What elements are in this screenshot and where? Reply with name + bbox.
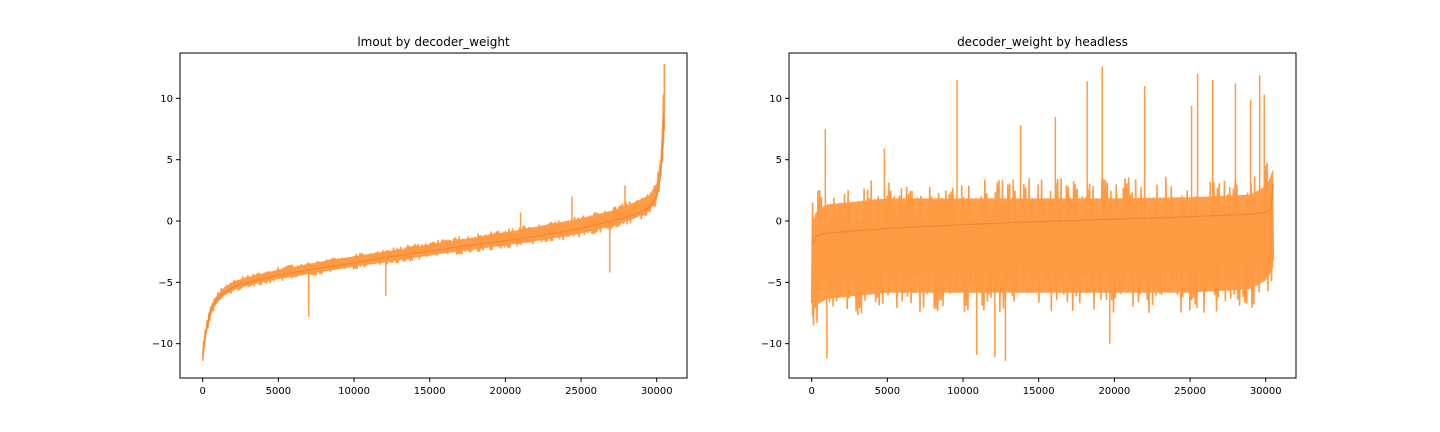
plot-area bbox=[810, 66, 1275, 361]
y-tick-label: 5 bbox=[167, 155, 173, 166]
x-axis: 0 5000 10000 15000 20000 25000 30000 bbox=[200, 378, 673, 397]
x-tick-label: 20000 bbox=[489, 386, 521, 397]
y-tick-label: −5 bbox=[767, 278, 782, 289]
y-tick-label: 0 bbox=[776, 217, 782, 228]
x-tick-label: 0 bbox=[809, 386, 815, 397]
chart-title: decoder_weight by headless bbox=[957, 35, 1128, 49]
chart-lmout-by-decoder-weight: lmout by decoder_weight 0 5000 10000 15000 2… bbox=[152, 35, 688, 397]
x-tick-label: 10000 bbox=[338, 386, 370, 397]
chart-decoder-weight-by-headless: decoder_weight by headless 0 5000 10000 150… bbox=[761, 35, 1297, 397]
x-tick-label: 25000 bbox=[565, 386, 597, 397]
axes-frame bbox=[788, 52, 1297, 379]
y-tick-label: −5 bbox=[158, 278, 173, 289]
x-tick-label: 30000 bbox=[1250, 386, 1282, 397]
series-trend-line bbox=[811, 184, 1274, 245]
series-band bbox=[811, 168, 1274, 318]
y-tick-label: 5 bbox=[776, 155, 782, 166]
y-tick-label: 0 bbox=[167, 217, 173, 228]
x-axis: 0 5000 10000 15000 20000 25000 30000 bbox=[809, 378, 1282, 397]
x-tick-label: 15000 bbox=[414, 386, 446, 397]
x-tick-label: 5000 bbox=[266, 386, 291, 397]
axes-frame bbox=[179, 52, 688, 379]
x-tick-label: 0 bbox=[200, 386, 206, 397]
y-tick-label: 10 bbox=[769, 94, 782, 105]
y-tick-label: −10 bbox=[152, 339, 173, 350]
plot-area bbox=[201, 64, 666, 363]
x-tick-label: 25000 bbox=[1174, 386, 1206, 397]
x-tick-label: 20000 bbox=[1098, 386, 1130, 397]
x-tick-label: 30000 bbox=[641, 386, 673, 397]
series-trend-line bbox=[202, 110, 665, 356]
y-tick-label: 10 bbox=[160, 94, 173, 105]
y-axis: −10 −5 0 5 10 bbox=[761, 94, 789, 350]
x-tick-label: 10000 bbox=[947, 386, 979, 397]
chart-title: lmout by decoder_weight bbox=[357, 35, 510, 49]
y-tick-label: −10 bbox=[761, 339, 782, 350]
y-axis: −10 −5 0 5 10 bbox=[152, 94, 180, 350]
x-tick-label: 15000 bbox=[1023, 386, 1055, 397]
x-tick-label: 5000 bbox=[875, 386, 900, 397]
